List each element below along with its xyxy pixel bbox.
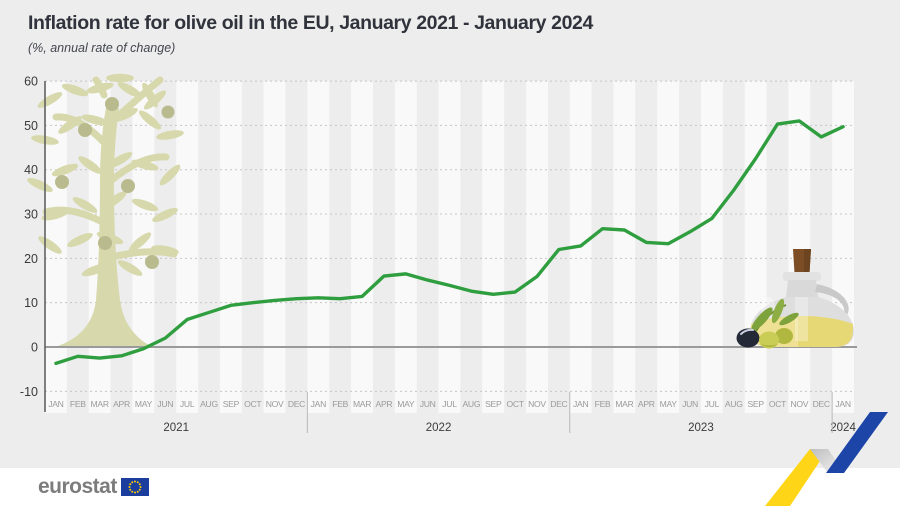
svg-text:MAR: MAR [615, 399, 633, 409]
svg-text:20: 20 [24, 252, 38, 266]
svg-text:2022: 2022 [426, 422, 452, 434]
svg-text:AUG: AUG [725, 399, 743, 409]
svg-text:0: 0 [31, 341, 38, 355]
chart-gridlines [45, 80, 855, 392]
svg-text:JUL: JUL [180, 399, 195, 409]
svg-text:MAY: MAY [135, 399, 153, 409]
page-subtitle: (%, annual rate of change) [28, 41, 176, 55]
svg-text:MAR: MAR [91, 399, 109, 409]
svg-text:JUN: JUN [157, 399, 173, 409]
svg-text:50: 50 [24, 119, 38, 133]
svg-text:JAN: JAN [835, 399, 850, 409]
svg-text:DEC: DEC [550, 399, 567, 409]
svg-text:SEP: SEP [485, 399, 502, 409]
svg-text:60: 60 [24, 75, 38, 89]
svg-text:FEB: FEB [595, 399, 611, 409]
svg-text:SEP: SEP [747, 399, 764, 409]
svg-text:30: 30 [24, 208, 38, 222]
svg-text:FEB: FEB [70, 399, 86, 409]
svg-text:MAY: MAY [660, 399, 678, 409]
svg-text:-10: -10 [20, 385, 38, 399]
svg-text:2021: 2021 [163, 422, 189, 434]
chart-axes [44, 81, 857, 412]
svg-text:JAN: JAN [573, 399, 588, 409]
title-block: Inflation rate for olive oil in the EU, … [28, 12, 593, 55]
olive-oil-jug-illustration [750, 249, 854, 347]
svg-text:JUN: JUN [682, 399, 698, 409]
svg-text:JUN: JUN [420, 399, 436, 409]
svg-text:OCT: OCT [769, 399, 787, 409]
olives-illustration [736, 298, 799, 349]
svg-text:NOV: NOV [790, 399, 808, 409]
svg-text:APR: APR [638, 399, 655, 409]
eurostat-logo: eurostat [38, 475, 149, 499]
svg-text:MAR: MAR [353, 399, 371, 409]
svg-text:NOV: NOV [528, 399, 546, 409]
svg-text:AUG: AUG [200, 399, 218, 409]
svg-text:DEC: DEC [813, 399, 830, 409]
chart-labels: 60 50 40 30 20 10 0 -10 JAN FEB MAR APR MAY JUN JUL AUG… [20, 75, 857, 434]
svg-text:10: 10 [24, 296, 38, 310]
svg-text:NOV: NOV [266, 399, 284, 409]
svg-text:DEC: DEC [288, 399, 305, 409]
svg-text:JAN: JAN [48, 399, 63, 409]
page-title: Inflation rate for olive oil in the EU, … [28, 12, 593, 34]
inflation-line [54, 119, 845, 366]
svg-text:JUL: JUL [442, 399, 457, 409]
svg-text:MAY: MAY [397, 399, 415, 409]
svg-text:JAN: JAN [311, 399, 326, 409]
svg-text:40: 40 [24, 163, 38, 177]
svg-text:APR: APR [376, 399, 393, 409]
svg-text:OCT: OCT [506, 399, 524, 409]
svg-text:OCT: OCT [244, 399, 262, 409]
olive-tree-illustration [27, 73, 184, 347]
svg-text:2023: 2023 [688, 422, 714, 434]
svg-text:2024: 2024 [830, 422, 856, 434]
svg-text:FEB: FEB [332, 399, 348, 409]
chart-stripes [45, 81, 855, 413]
eurostat-logo-text: eurostat [38, 475, 117, 498]
svg-text:AUG: AUG [463, 399, 481, 409]
footer-bar: eurostat [0, 468, 900, 506]
svg-text:SEP: SEP [223, 399, 240, 409]
svg-text:APR: APR [113, 399, 130, 409]
eu-flag-icon [120, 478, 149, 496]
svg-text:JUL: JUL [705, 399, 720, 409]
